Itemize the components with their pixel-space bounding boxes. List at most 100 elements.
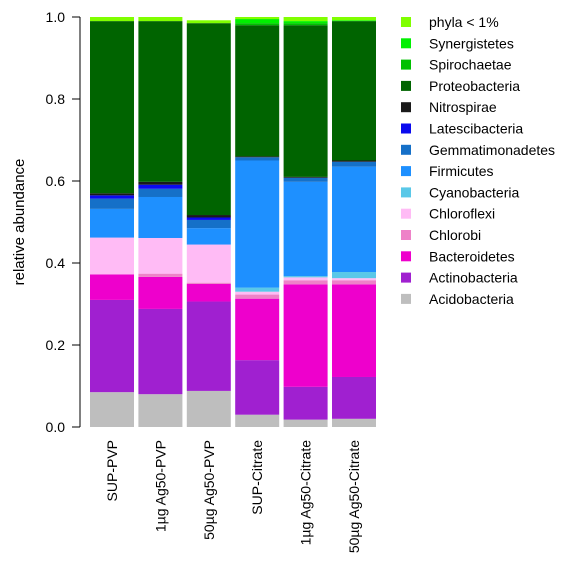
legend-swatch [401,187,411,198]
bar-segment [283,23,328,26]
legend-item: Firmicutes [401,163,494,179]
bar-segment [235,360,280,415]
legend-swatch [401,144,411,155]
bar-segment [186,244,231,283]
bar-segment [90,299,134,393]
legend-label: Latescibacteria [429,121,523,137]
legend-label: Firmicutes [429,163,494,179]
legend-item: Chloroflexi [401,206,495,222]
x-tick-label: SUP-Citrate [249,440,265,515]
bar-segment [332,166,376,273]
bar-segment [138,394,183,427]
bar-segment [332,161,376,167]
bar-segment [138,308,183,395]
bar-segment [235,160,280,288]
bar-segment [138,184,183,189]
legend-item: Synergistetes [401,35,514,51]
bar-segment [332,160,376,162]
bar-segment [283,17,328,22]
y-axis-label: relative abundance [11,159,28,286]
bar-segment [235,298,280,361]
bar-segment [186,283,231,302]
bar-segment [186,217,231,220]
legend-item: phyla < 1% [401,14,499,30]
x-tick-label: 50µg Ag50-Citrate [346,440,362,553]
legend-swatch [401,80,411,91]
legend-label: Proteobacteria [429,78,520,94]
bar-segment [235,414,280,427]
x-tick-label: 1µg Ag50-PVP [152,440,168,532]
bar-segment [186,228,231,245]
bar-stack [235,17,280,427]
y-tick-label: 0.0 [46,419,66,435]
legend-swatch [401,230,411,240]
bar-stack [186,20,231,427]
legend-item: Acidobacteria [401,291,514,307]
bar-segment [90,21,134,194]
bar-segment [283,25,328,177]
bar-segment [283,181,328,277]
bar-segment [332,376,376,419]
legend-item: Cyanobacteria [401,184,519,200]
bar-segment [90,17,134,22]
bar-segment [235,291,280,295]
legend-swatch [401,251,411,262]
bar-segment [332,20,376,22]
x-tick-label: 1µg Ag50-Citrate [298,440,314,546]
legend-swatch [401,208,411,219]
bar-segment [283,276,328,278]
bar-segment [186,219,231,229]
bar-segment [283,21,328,24]
bar-segment [332,21,376,161]
legend-label: Acidobacteria [429,291,514,307]
bar-segment [186,20,231,24]
legend-label: Nitrospirae [429,99,497,115]
bar-segment [138,181,183,185]
legend-swatch [401,293,411,304]
plot-area [90,17,376,427]
bar-stack [332,17,376,427]
bar-segment [283,177,328,182]
x-axis-labels: SUP-PVP 1µg Ag50-PVP 50µg Ag50-PVP SUP-Citr… [104,440,362,553]
legend-item: Actinobacteria [401,270,518,286]
bar-segment [235,157,280,161]
legend-label: Bacteroidetes [429,248,515,264]
legend-item: Chlorobi [401,227,481,243]
bar-segment [283,176,328,178]
bar-stack [138,17,183,427]
bar-segment [90,195,134,199]
bar-segment [90,208,134,238]
bar-segment [90,392,134,427]
bar-segment [138,196,183,238]
bar-segment [186,390,231,427]
legend-item: Spirochaetae [401,57,512,73]
legend-item: Latescibacteria [401,121,523,137]
legend-swatch [401,59,411,70]
bar-segment [235,294,280,299]
bar-segment [332,284,376,377]
legend-item: Nitrospirae [401,99,497,115]
legend-label: Chloroflexi [429,206,495,222]
x-tick-label: SUP-PVP [104,440,120,501]
legend-swatch [401,272,411,283]
bar-segment [90,198,134,209]
x-tick-label: 50µg Ag50-PVP [201,440,217,540]
bar-segment [235,287,280,292]
bar-segment [138,237,183,274]
legend-label: Actinobacteria [429,270,518,286]
bar-segment [235,17,280,20]
legend-swatch [401,123,411,134]
legend-label: Synergistetes [429,35,514,51]
legend-label: Cyanobacteria [429,184,519,200]
legend-label: Spirochaetae [429,57,512,73]
legend-label: Chlorobi [429,227,481,243]
bar-stack [283,17,328,427]
bar-segment [138,276,183,309]
bar-segment [283,277,328,281]
y-tick-label: 1.0 [46,9,66,25]
bar-segment [90,193,134,196]
y-tick-label: 0.8 [46,91,66,107]
bar-segment [186,215,231,218]
bar-segment [90,274,134,300]
